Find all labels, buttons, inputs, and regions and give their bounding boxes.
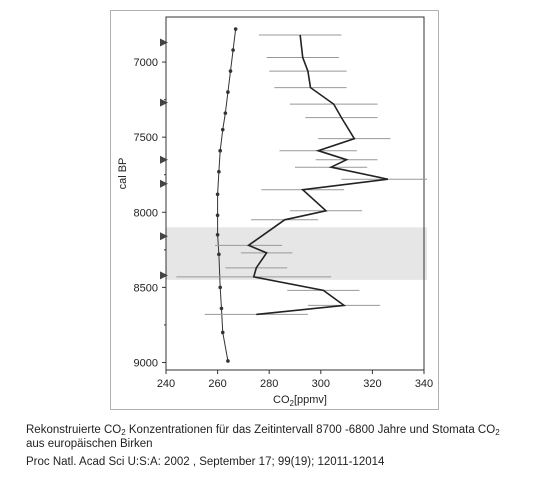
y-tick-label: 8500 <box>134 282 158 294</box>
series-line-model <box>217 28 237 362</box>
x-tick-label: 300 <box>312 378 330 390</box>
age-marker-arrow <box>160 155 168 164</box>
x-axis-title: CO2[ppmv] <box>273 394 327 408</box>
x-tick-label: 320 <box>363 378 381 390</box>
age-marker-arrow <box>160 271 168 280</box>
series-point-model <box>219 306 224 311</box>
caption-text-a: Rekonstruierte CO <box>26 424 122 436</box>
shaded-band <box>166 227 427 280</box>
caption-citation: Proc Natl. Acad Sci U:S:A: 2002 , Septem… <box>26 456 385 468</box>
series-point-model <box>218 148 222 153</box>
series-point-model <box>228 69 233 73</box>
age-marker-arrow <box>160 38 168 47</box>
series-line-stomata <box>246 34 389 316</box>
series-point-model <box>233 27 238 31</box>
x-tick-label: 340 <box>415 378 433 390</box>
x-tick-label: 260 <box>208 378 226 390</box>
caption-text-b: Konzentrationen für das Zeitintervall 87… <box>125 424 496 436</box>
caption-subscript: 2 <box>121 428 126 437</box>
age-marker-arrow <box>160 232 168 241</box>
caption-line-1: Rekonstruierte CO2 Konzentrationen für d… <box>26 423 500 437</box>
series-point-model <box>226 359 230 363</box>
series-point-model <box>223 111 228 115</box>
series-point-model <box>220 127 225 132</box>
x-tick-label: 240 <box>157 378 175 390</box>
series-point-model <box>231 48 235 52</box>
age-marker-arrow <box>160 179 168 188</box>
y-tick-label: 8000 <box>134 207 158 219</box>
series-point-model <box>217 252 221 257</box>
series-point-model <box>215 192 220 197</box>
y-tick-label: 9000 <box>134 357 158 369</box>
figure-frame <box>110 10 439 410</box>
series-point-model <box>215 213 220 218</box>
y-tick-label: 7500 <box>134 132 158 144</box>
series-point-model <box>226 90 230 94</box>
series-point-model <box>215 233 220 237</box>
x-tick-label: 280 <box>260 378 278 390</box>
series-point-model <box>218 285 222 290</box>
caption-subscript-2: 2 <box>495 428 500 437</box>
series-point-model <box>217 169 221 174</box>
series-point-model <box>220 330 225 335</box>
plot-area-frame <box>165 16 425 371</box>
y-tick-label: 7000 <box>134 57 158 69</box>
caption-line-2: aus europäischen Birken <box>26 438 153 450</box>
age-marker-arrow <box>160 98 168 107</box>
y-axis-title: cal BP <box>117 158 129 190</box>
